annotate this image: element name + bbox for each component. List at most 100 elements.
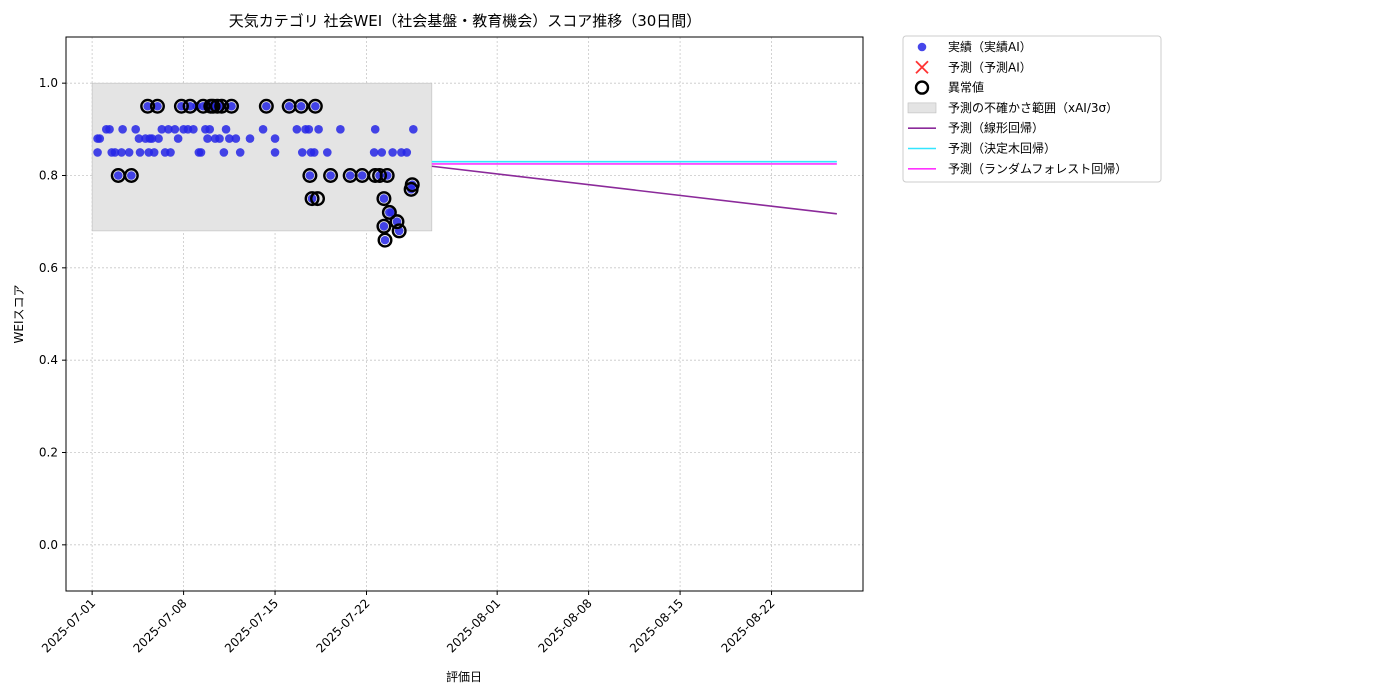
legend-item: 実績（実績AI） (917, 39, 1032, 54)
outlier-marker (293, 98, 309, 114)
outlier-marker (209, 98, 225, 114)
actual-point (149, 148, 159, 157)
actual-point (225, 134, 234, 143)
actual-point (95, 134, 105, 143)
x-tick-label: 2025-07-01 (39, 596, 98, 655)
actual-point (170, 125, 180, 134)
x-tick-label: 2025-08-01 (444, 596, 503, 655)
x-axis-ticks: 2025-07-01 2025-07-08 2025-07-15 2025-07-22… (39, 591, 778, 655)
actual-point (105, 125, 114, 134)
actual-point (311, 101, 320, 111)
x-tick-label: 2025-07-22 (313, 596, 372, 655)
actual-point (231, 134, 241, 143)
y-tick-label: 0.6 (39, 261, 58, 275)
actual-point (134, 134, 144, 143)
actual-point (379, 194, 389, 203)
actual-point (205, 125, 215, 134)
actual-point (345, 171, 355, 180)
actual-point (235, 148, 245, 157)
outlier-marker (302, 167, 318, 183)
y-axis-ticks: 0.0 0.2 0.4 0.6 0.8 1.0 (39, 76, 66, 552)
legend-item: 異常値 (914, 80, 984, 95)
actual-point (113, 171, 123, 180)
legend-marker-dot (917, 42, 927, 52)
actual-point (221, 125, 231, 134)
actual-point (304, 125, 314, 134)
legend-label: 予測の不確かさ範囲（xAI/3σ） (948, 100, 1118, 115)
actual-point (270, 148, 280, 157)
actual-point (196, 148, 206, 157)
outlier-marker (323, 167, 339, 183)
actual-point (379, 221, 389, 231)
actual-point (305, 171, 315, 180)
actual-point (402, 148, 412, 157)
outlier-marker (258, 98, 274, 114)
outlier-marker (404, 177, 420, 193)
actual-point (380, 235, 390, 245)
x-axis-label: 評価日 (446, 669, 482, 684)
actual-point (377, 148, 387, 157)
outlier-marker (381, 204, 397, 220)
legend-item: 予測の不確かさ範囲（xAI/3σ） (907, 100, 1118, 115)
outlier-marker (376, 218, 392, 234)
x-tick-label: 2025-07-15 (222, 596, 281, 655)
actual-point (245, 134, 255, 143)
actual-point (147, 134, 157, 143)
outlier-marker (389, 214, 405, 230)
x-tick-label: 2025-08-08 (536, 596, 595, 655)
y-tick-label: 0.0 (39, 538, 58, 552)
forecast-line-linear (431, 165, 837, 215)
actual-point (387, 208, 396, 217)
actual-point (258, 125, 268, 134)
actual-point (143, 101, 152, 111)
outlier-marker (223, 98, 239, 114)
actual-point (131, 125, 140, 134)
actual-point (164, 125, 173, 134)
actual-point (292, 125, 302, 134)
legend-item: 予測（予測AI） (915, 60, 1032, 74)
outlier-marker (149, 98, 165, 114)
outlier-marker (376, 191, 392, 207)
outlier-marker (377, 232, 393, 248)
legend-item: 予測（ランダムフォレスト回帰） (908, 161, 1127, 176)
actual-point (124, 148, 134, 157)
actual-point (309, 148, 319, 157)
x-tick-label: 2025-08-15 (627, 596, 686, 655)
legend-box (902, 35, 1162, 183)
outlier-marker (195, 98, 211, 114)
x-tick-label: 2025-07-08 (130, 596, 189, 655)
outlier-marker (123, 167, 139, 183)
y-tick-label: 0.2 (39, 446, 58, 460)
legend-label: 予測（線形回帰） (948, 120, 1044, 135)
legend-label: 異常値 (948, 80, 984, 95)
outlier-marker (310, 191, 326, 207)
actual-point (357, 171, 367, 180)
actual-point (203, 134, 212, 143)
actual-point (219, 148, 229, 157)
actual-point (227, 101, 236, 111)
legend-marker-ring (914, 80, 930, 95)
outlier-marker (391, 223, 407, 239)
legend-label: 予測（ランダムフォレスト回帰） (948, 161, 1127, 176)
uncertainty-band-rect (91, 82, 433, 232)
legend-item: 予測（線形回帰） (908, 120, 1044, 135)
legend-label: 予測（予測AI） (948, 60, 1032, 74)
forecast-lines (431, 160, 837, 215)
outlier-marker (214, 98, 230, 114)
y-tick-label: 1.0 (39, 76, 58, 90)
legend-marker-patch (907, 102, 937, 114)
actual-point (93, 148, 102, 157)
outlier-marker (304, 191, 320, 207)
uncertainty-band (91, 82, 433, 232)
actual-point (189, 125, 198, 134)
actual-point (297, 148, 307, 157)
actual-point (323, 148, 332, 157)
actual-point (135, 148, 145, 157)
actual-point (326, 171, 335, 180)
actual-point (154, 134, 163, 143)
outlier-marker (307, 98, 323, 114)
actual-point (336, 125, 345, 134)
outlier-marker (205, 98, 221, 114)
